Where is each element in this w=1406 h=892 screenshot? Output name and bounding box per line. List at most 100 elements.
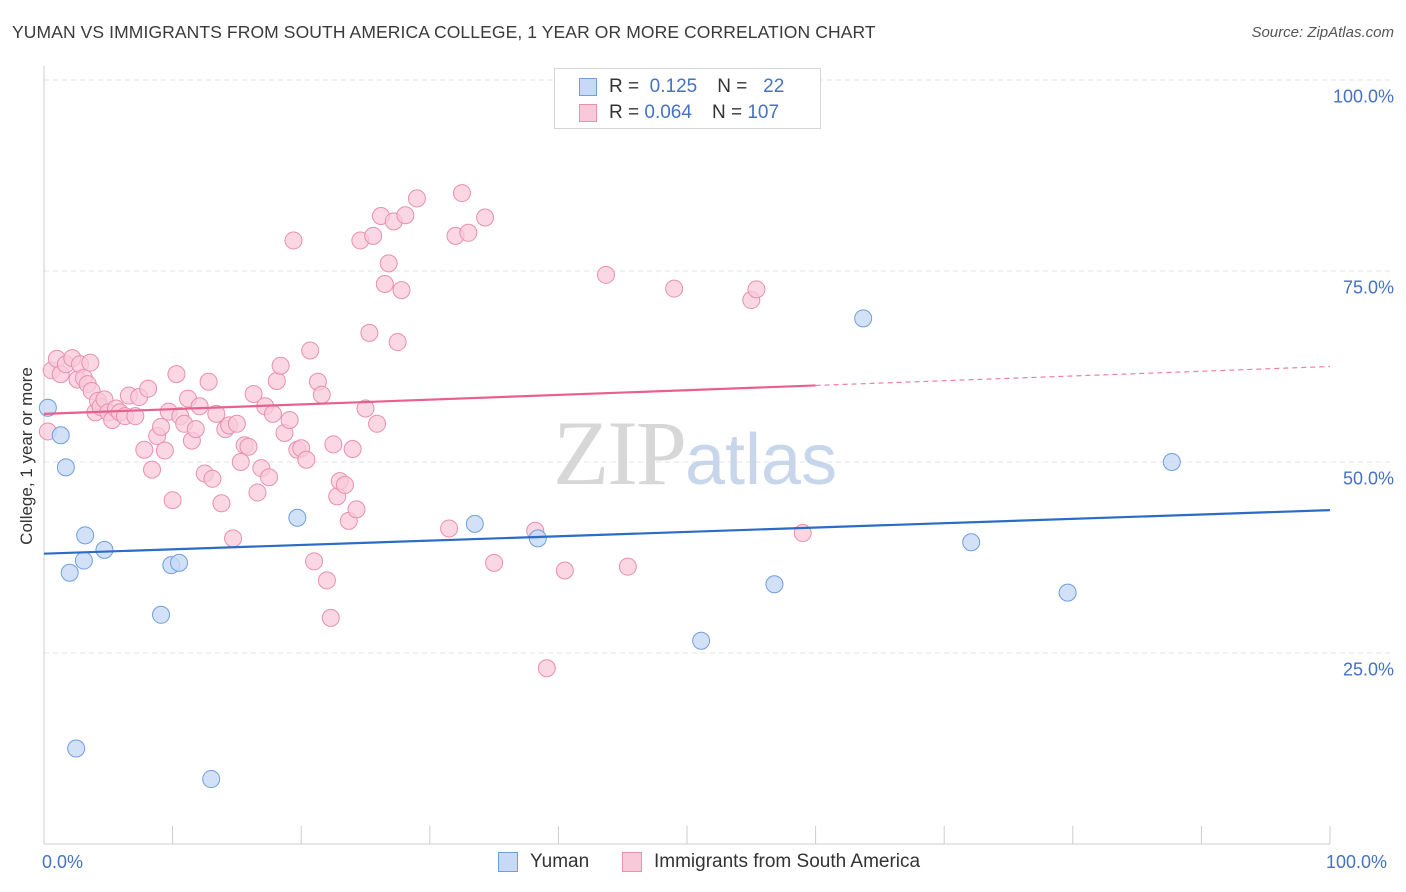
immigrants-point: [364, 226, 383, 245]
immigrants-point: [280, 410, 299, 429]
immigrants-point: [163, 491, 182, 510]
trend-lines: [43, 365, 1331, 555]
immigrants-point: [379, 254, 398, 273]
immigrants-point: [301, 341, 320, 360]
immigrants-point: [135, 440, 154, 459]
grid-lines: [44, 79, 1392, 654]
immigrants-point: [207, 404, 226, 423]
yuman-point: [1162, 453, 1181, 471]
immigrants-point: [747, 280, 766, 299]
immigrants-point: [537, 659, 556, 678]
immigrants-point: [485, 553, 504, 572]
yuman-swatch: [579, 78, 597, 96]
immigrants-point: [239, 437, 258, 456]
immigrants-point: [368, 414, 387, 433]
immigrants-point: [312, 385, 331, 404]
immigrants-point: [360, 323, 379, 342]
series-legend: Yuman Immigrants from South America: [0, 851, 1406, 877]
immigrants-point: [267, 372, 286, 391]
stats-row-immigrants: R = 0.064 N = 107: [579, 100, 779, 126]
series-yuman-points: [38, 309, 1181, 789]
immigrants-point: [139, 379, 158, 398]
legend-label-immigrants: Immigrants from South America: [654, 851, 921, 872]
y-tick-label: 100.0%: [1332, 86, 1394, 107]
n-value: 107: [747, 102, 780, 123]
immigrants-point: [396, 206, 415, 225]
immigrants-point: [356, 399, 375, 418]
yuman-point: [56, 458, 75, 477]
n-value: 22: [763, 76, 785, 97]
immigrants-point: [555, 561, 574, 580]
y-axis-label: College, 1 year or more: [17, 367, 36, 545]
immigrants-point: [305, 552, 324, 571]
n-label: N =: [711, 102, 743, 123]
immigrants-point: [284, 231, 303, 250]
immigrants-point: [126, 407, 145, 426]
yuman-point: [465, 514, 484, 533]
yuman-point: [854, 309, 873, 328]
immigrants-point: [375, 274, 394, 293]
yuman-point: [692, 631, 711, 650]
immigrants-point: [388, 333, 407, 352]
yuman-point: [60, 563, 79, 582]
immigrants-point: [596, 265, 615, 284]
immigrants-point: [335, 475, 354, 494]
r-value: 0.125: [649, 76, 698, 97]
immigrants-point: [212, 494, 231, 513]
immigrants-point: [203, 469, 222, 488]
chart-title: YUMAN VS IMMIGRANTS FROM SOUTH AMERICA C…: [12, 22, 876, 42]
immigrants-point: [81, 353, 100, 372]
stats-row-yuman: R = 0.125 N = 22: [579, 74, 784, 100]
watermark: ZIPatlas: [553, 400, 837, 506]
immigrants-point: [263, 404, 282, 423]
immigrants-point: [452, 184, 471, 203]
immigrants-point: [152, 417, 171, 436]
yuman-point: [288, 508, 307, 527]
yuman-point: [67, 739, 86, 758]
series-immigrants-points: [38, 184, 812, 678]
yuman-point: [38, 398, 57, 417]
immigrants-trend-line: [43, 384, 816, 415]
immigrants-point: [476, 208, 495, 227]
y-tick-label: 75.0%: [1342, 277, 1394, 298]
immigrants-point: [248, 483, 267, 502]
immigrants-point: [324, 435, 343, 454]
yuman-swatch: [498, 852, 518, 872]
legend-item-yuman: Yuman: [498, 851, 589, 873]
immigrants-point: [392, 281, 411, 300]
immigrants-point: [321, 608, 340, 627]
immigrants-swatch: [579, 104, 597, 122]
immigrants-point: [227, 414, 246, 433]
legend-item-immigrants: Immigrants from South America: [622, 851, 920, 873]
yuman-point: [1058, 583, 1077, 602]
x-tick-label-max: 100.0%: [1326, 852, 1388, 872]
yuman-point: [95, 540, 114, 559]
immigrants-point: [297, 450, 316, 469]
immigrants-point: [260, 468, 279, 487]
immigrants-trend-line-extension: [815, 365, 1331, 387]
immigrants-point: [186, 420, 205, 439]
yuman-point: [528, 529, 547, 548]
immigrants-point: [231, 453, 250, 471]
immigrants-point: [440, 519, 459, 538]
immigrants-point: [618, 557, 637, 576]
yuman-point: [51, 426, 70, 445]
immigrants-point: [224, 529, 243, 548]
immigrants-point: [244, 385, 263, 404]
immigrants-point: [347, 500, 366, 519]
yuman-point: [765, 575, 784, 594]
source-label: Source: ZipAtlas.com: [1251, 24, 1394, 41]
immigrants-point: [407, 189, 426, 208]
yuman-point: [170, 553, 189, 572]
immigrants-point: [167, 365, 186, 384]
axes: [43, 66, 1331, 845]
legend-label-yuman: Yuman: [530, 851, 590, 872]
immigrants-point: [271, 356, 290, 375]
r-label: R =: [609, 102, 640, 123]
immigrants-point: [317, 571, 336, 590]
x-tick-label-min: 0.0%: [42, 852, 84, 872]
y-tick-label: 25.0%: [1342, 659, 1394, 680]
immigrants-point: [143, 460, 162, 479]
immigrants-point: [155, 441, 174, 460]
